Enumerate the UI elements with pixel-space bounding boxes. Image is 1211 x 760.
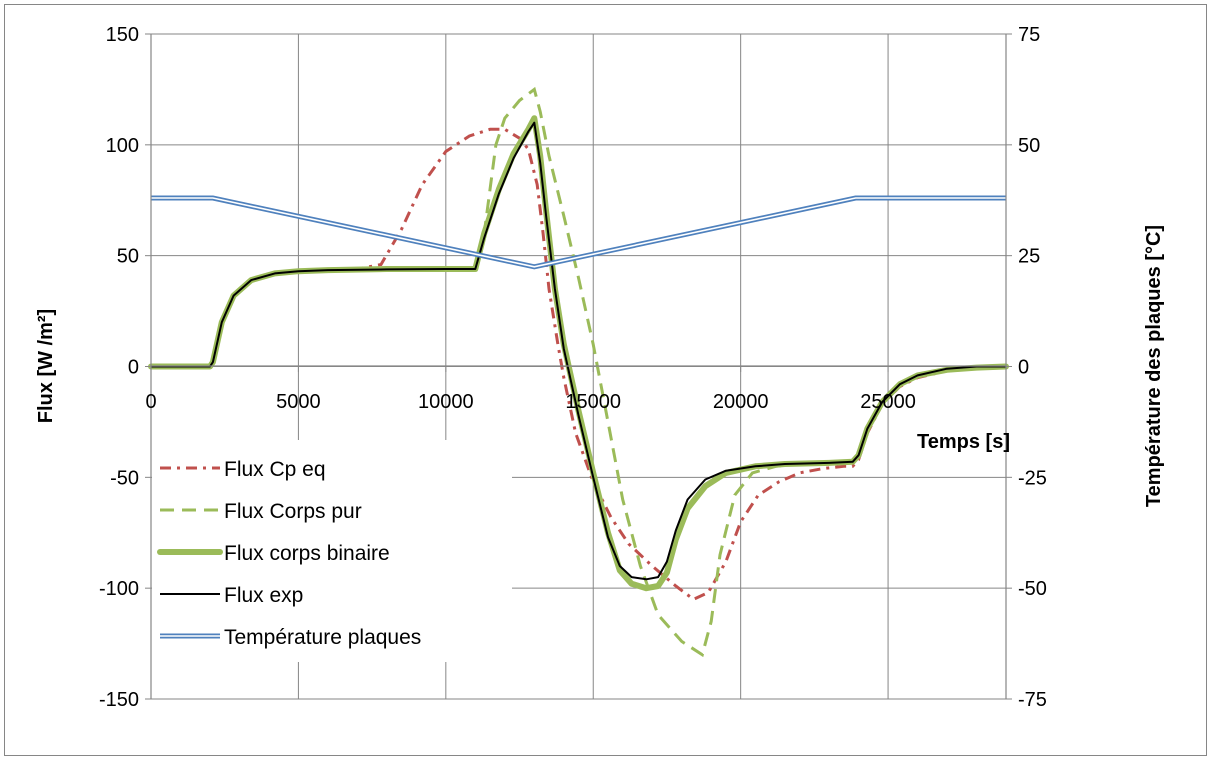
series-flux-exp — [151, 121, 1006, 581]
y2-tick-label: -75 — [1018, 689, 1047, 711]
y2-tick-label: -25 — [1018, 467, 1047, 489]
x-tick-label: 10000 — [418, 391, 474, 413]
x-tick-label: 20000 — [713, 391, 769, 413]
y2-tick-label: 0 — [1018, 357, 1029, 379]
y-tick-label: 150 — [106, 24, 139, 46]
y-tick-label: 0 — [128, 357, 139, 379]
y2-tick-label: 75 — [1018, 24, 1040, 46]
legend-label: Flux Corps pur — [224, 500, 362, 523]
legend: Flux Cp eq Flux Corps pur Flux corps binai… — [152, 440, 512, 662]
y2-tick-label: 50 — [1018, 135, 1040, 157]
x-tick-label: 25000 — [860, 391, 916, 413]
x-tick-label: 15000 — [565, 391, 621, 413]
y-tick-label: -50 — [110, 467, 139, 489]
y2-axis-title: Température des plaques [°C] — [1143, 225, 1165, 507]
tick-labels: 150 100 50 0 -50 -100 -150 75 50 25 0 -25 -50 -75 0 500… — [99, 24, 1047, 711]
x-axis-title: Temps [s] — [917, 431, 1010, 453]
legend-label: Flux exp — [224, 584, 303, 607]
legend-label: Flux Cp eq — [224, 458, 326, 481]
y2-tick-label: 25 — [1018, 246, 1040, 268]
y-tick-label: 100 — [106, 135, 139, 157]
y-axis-title: Flux [W /m²] — [35, 309, 57, 423]
y2-tick-label: -50 — [1018, 578, 1047, 600]
x-tick-label: 5000 — [276, 391, 321, 413]
y-tick-label: 50 — [117, 246, 139, 268]
y-tick-label: -100 — [99, 578, 139, 600]
series-temp-rature-plaques-outer — [151, 195, 1006, 270]
series-flux-cp-eq — [151, 127, 1007, 602]
series-temp-rature-plaques-inner — [151, 197, 1006, 268]
series-layer — [148, 86, 1009, 658]
axes — [145, 33, 1012, 700]
legend-label: Flux corps binaire — [224, 542, 390, 565]
legend-label: Température plaques — [224, 626, 421, 649]
y-tick-label: -150 — [99, 689, 139, 711]
x-tick-label: 0 — [145, 391, 156, 413]
